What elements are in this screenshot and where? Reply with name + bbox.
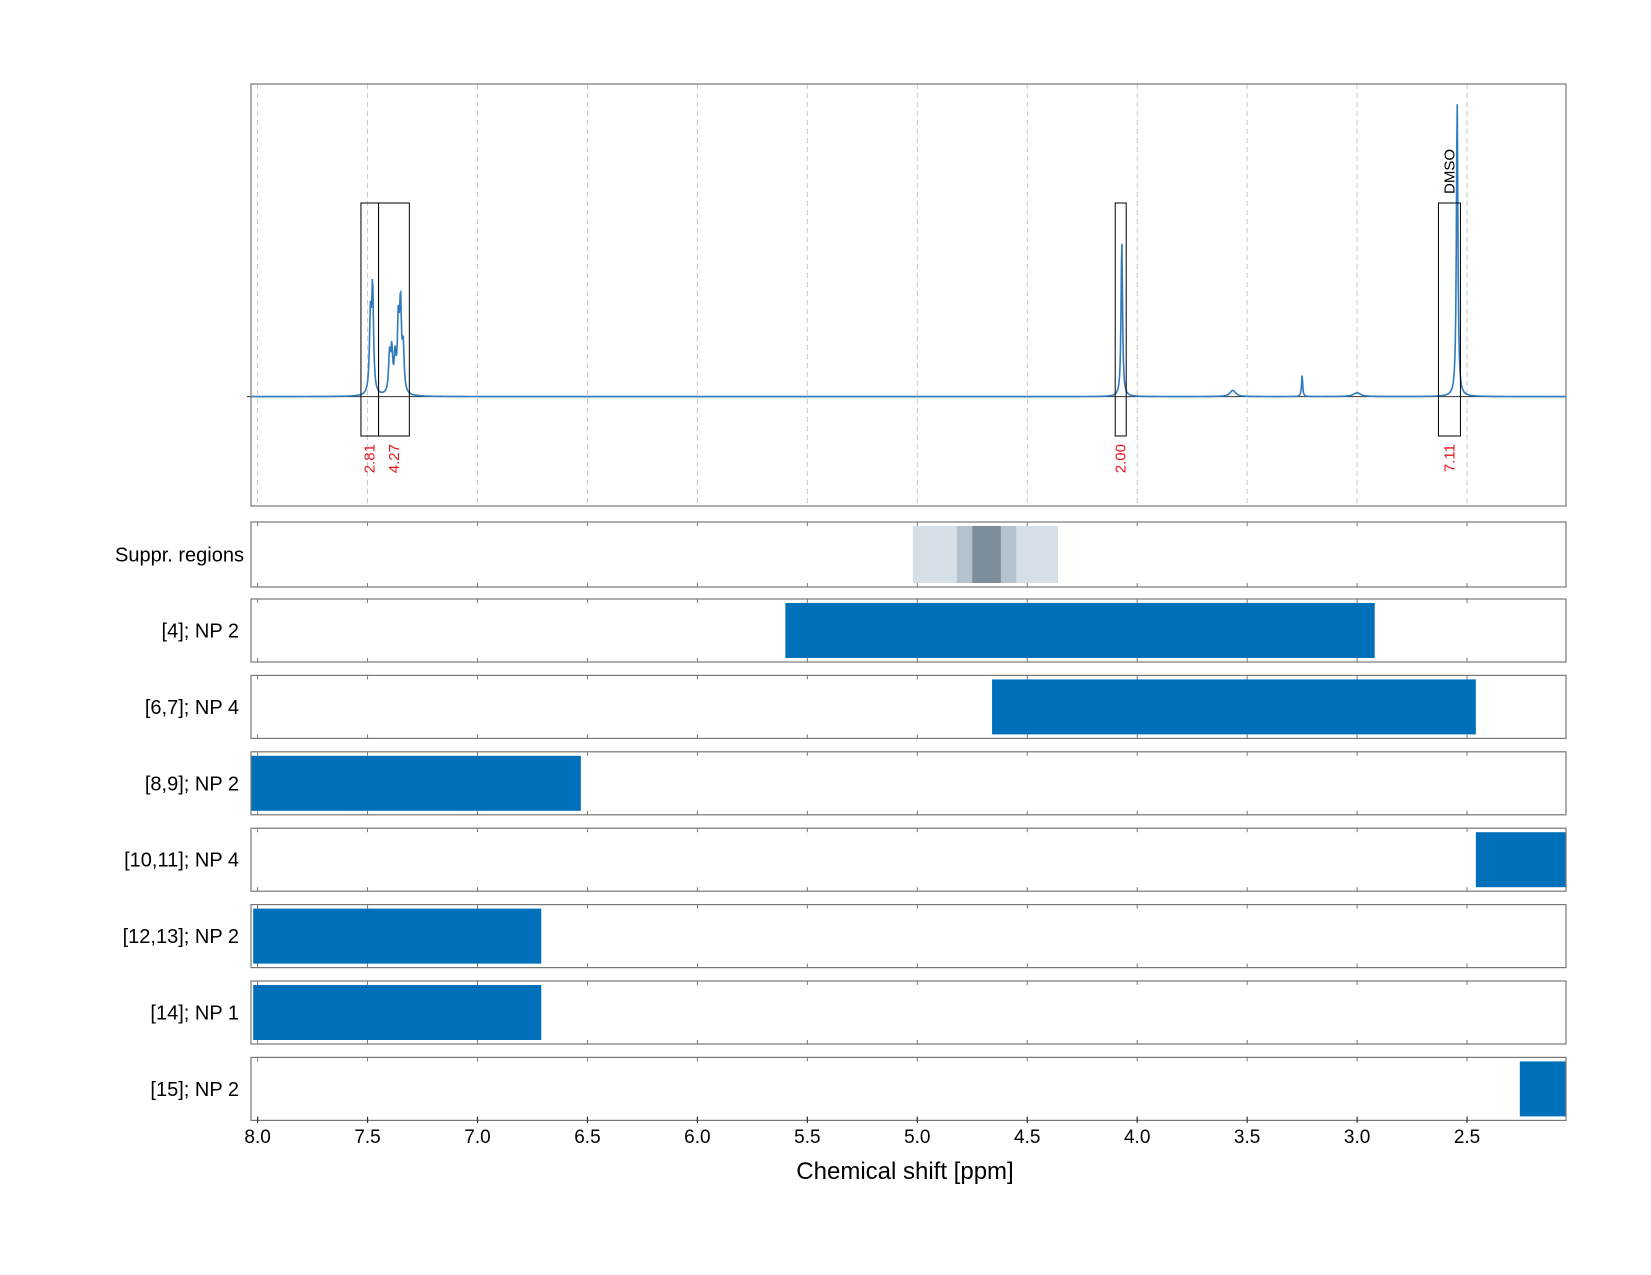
x-tick-label: 2.5 <box>1454 1127 1480 1148</box>
row-frame <box>250 827 1567 892</box>
assignment-row: [6,7]; NP 4 <box>145 674 1567 740</box>
x-tick-label: 5.0 <box>904 1127 930 1148</box>
suppression-background <box>251 522 1566 587</box>
suppression-frame <box>250 521 1567 588</box>
row-frame <box>250 674 1567 740</box>
x-tick-label: 6.0 <box>684 1127 710 1148</box>
x-tick-label: 5.5 <box>794 1127 820 1148</box>
x-tick-label: 8.0 <box>244 1127 270 1148</box>
suppression-row-label: Suppr. regions <box>115 545 244 567</box>
assignment-bar <box>1475 832 1566 888</box>
spectrum-frame <box>250 83 1567 507</box>
spectrum-line <box>251 104 1566 398</box>
integral-value: 2.81 <box>362 444 379 473</box>
integral-value: 7.11 <box>1441 444 1458 472</box>
row-label: [6,7]; NP 4 <box>145 697 239 719</box>
integration-box <box>378 202 410 437</box>
region-label: DMSO <box>1441 149 1458 194</box>
assignment-bar <box>785 603 1375 658</box>
assignment-row: [8,9]; NP 2 <box>145 751 1567 816</box>
assignment-bar <box>1519 1061 1566 1117</box>
assignment-panels: [4]; NP 2 [6,7]; NP 4 [8,9]; NP 2 [10,11]; … <box>123 598 1567 1122</box>
row-label: [8,9]; NP 2 <box>145 773 239 795</box>
assignment-row: [4]; NP 2 <box>162 598 1567 663</box>
suppression-band <box>972 526 1001 583</box>
x-tick-label: 6.5 <box>574 1127 600 1148</box>
assignment-row: [15]; NP 2 <box>150 1056 1567 1122</box>
row-label: [10,11]; NP 4 <box>124 850 239 872</box>
row-label: [14]; NP 1 <box>150 1003 239 1025</box>
x-tick-label: 4.5 <box>1014 1127 1040 1148</box>
x-tick-label: 7.0 <box>464 1127 490 1148</box>
x-axis-title: Chemical shift [ppm] <box>796 1158 1013 1185</box>
row-frame <box>250 751 1567 816</box>
assignment-bar <box>253 985 542 1040</box>
x-tick-label: 7.5 <box>354 1127 380 1148</box>
row-frame <box>250 1056 1567 1122</box>
integral-value: 2.00 <box>1113 444 1130 473</box>
assignment-row: [12,13]; NP 2 <box>123 903 1567 969</box>
assignment-bar <box>253 908 542 964</box>
row-frame <box>250 903 1567 969</box>
assignment-row: [14]; NP 1 <box>150 980 1567 1045</box>
integration-box <box>1114 202 1127 437</box>
row-label: [4]; NP 2 <box>162 621 239 643</box>
integration-box <box>1437 202 1461 437</box>
suppression-panel: Suppr. regions <box>115 521 1567 588</box>
row-label: [15]; NP 2 <box>150 1079 239 1101</box>
row-frame <box>250 980 1567 1045</box>
row-background <box>251 828 1566 892</box>
assignment-row: [10,11]; NP 4 <box>124 827 1567 892</box>
row-frame <box>250 598 1567 663</box>
x-tick-label: 3.0 <box>1344 1127 1370 1148</box>
assignment-bar <box>251 755 581 811</box>
integral-value: 4.27 <box>386 444 403 473</box>
x-tick-label: 3.5 <box>1234 1127 1260 1148</box>
x-axis: 8.0 7.5 7.0 6.5 6.0 5.5 5.0 4.5 4.0 3.5 3.0 2.5 <box>244 1117 1480 1148</box>
spectrum-panel: 2.81 4.27 2.00 7.11 DMSO <box>247 83 1567 507</box>
row-label: [12,13]; NP 2 <box>123 926 239 948</box>
row-background <box>251 1057 1566 1121</box>
assignment-bar <box>992 679 1476 735</box>
x-tick-label: 4.0 <box>1124 1127 1150 1148</box>
spectrum-background <box>251 84 1566 506</box>
